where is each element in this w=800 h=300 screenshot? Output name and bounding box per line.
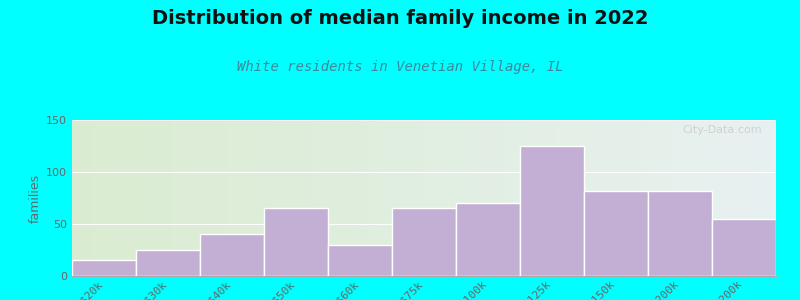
Text: Distribution of median family income in 2022: Distribution of median family income in … (152, 9, 648, 28)
Bar (712, 219, 776, 276)
Bar (392, 208, 456, 276)
Bar (648, 191, 712, 276)
Y-axis label: families: families (29, 173, 42, 223)
Bar (264, 208, 328, 276)
Bar (72, 260, 136, 276)
Bar (520, 146, 584, 276)
Bar (456, 203, 520, 276)
Bar (328, 245, 392, 276)
Bar (584, 191, 648, 276)
Text: City-Data.com: City-Data.com (682, 125, 762, 135)
Bar (200, 234, 264, 276)
Text: White residents in Venetian Village, IL: White residents in Venetian Village, IL (237, 60, 563, 74)
Bar (136, 250, 200, 276)
